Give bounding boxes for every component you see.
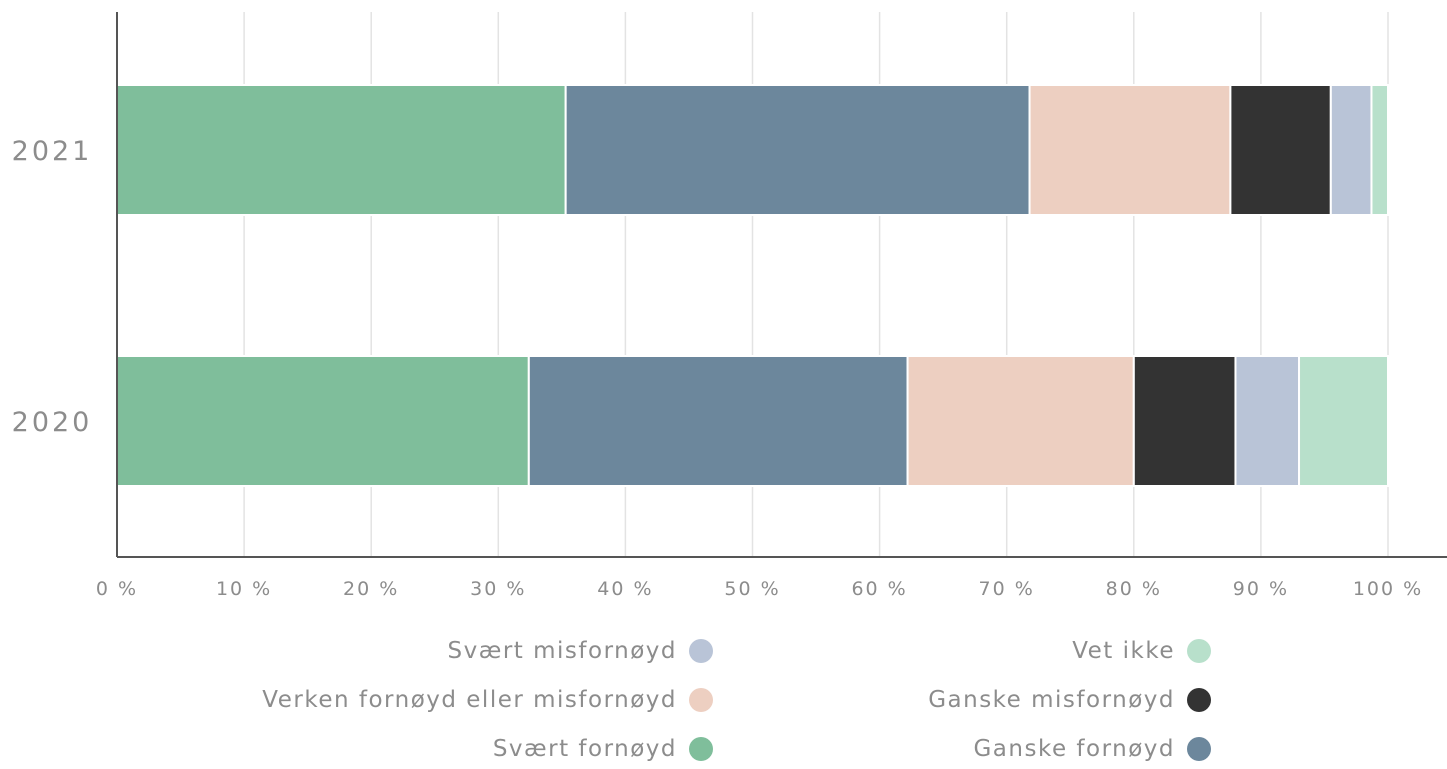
- legend-dot: [689, 688, 713, 712]
- category-label: 2021: [12, 136, 93, 167]
- legend-item-ganske-fornoyd[interactable]: Ganske fornøyd: [973, 729, 1211, 769]
- bar-segment: [117, 356, 529, 486]
- x-tick-label: 30 %: [470, 578, 526, 600]
- x-tick-label: 20 %: [343, 578, 399, 600]
- legend-dot: [1187, 737, 1211, 761]
- category-label: 2020: [12, 407, 93, 438]
- legend-label: Ganske misfornøyd: [928, 687, 1175, 713]
- legend-label: Svært misfornøyd: [448, 638, 677, 664]
- x-tick-label: 50 %: [724, 578, 780, 600]
- x-tick-label: 80 %: [1106, 578, 1162, 600]
- legend: Svært misfornøyd Vet ikke Verken fornøyd…: [0, 628, 1447, 764]
- bar-segment: [529, 356, 908, 486]
- x-tick-label: 40 %: [597, 578, 653, 600]
- legend-item-svaert-misfornoyd[interactable]: Svært misfornøyd: [448, 631, 713, 671]
- legend-dot: [1187, 688, 1211, 712]
- x-tick-label: 10 %: [216, 578, 272, 600]
- x-tick-label: 0 %: [96, 578, 138, 600]
- bar-segment: [1235, 356, 1299, 486]
- legend-item-svaert-fornoyd[interactable]: Svært fornøyd: [493, 729, 713, 769]
- bar-segment: [1331, 85, 1372, 215]
- bar-segment: [1371, 85, 1388, 215]
- legend-dot: [1187, 639, 1211, 663]
- bar-segment: [117, 85, 566, 215]
- stacked-bar-chart: 0 % 10 % 20 % 30 % 40 % 50 % 60 % 70 % 80 % 90 % 1…: [0, 0, 1447, 625]
- legend-item-vet-ikke[interactable]: Vet ikke: [1072, 631, 1211, 671]
- legend-label: Vet ikke: [1072, 638, 1175, 664]
- x-tick-label: 90 %: [1233, 578, 1289, 600]
- legend-item-verken[interactable]: Verken fornøyd eller misfornøyd: [262, 680, 713, 720]
- legend-dot: [689, 639, 713, 663]
- x-tick-labels: 0 % 10 % 20 % 30 % 40 % 50 % 60 % 70 % 80 % 90 % 1…: [96, 578, 1423, 600]
- legend-item-ganske-misfornoyd[interactable]: Ganske misfornøyd: [928, 680, 1211, 720]
- bar-segment: [566, 85, 1030, 215]
- legend-label: Ganske fornøyd: [973, 736, 1175, 762]
- category-labels: 2021 2020: [12, 136, 93, 438]
- bar-segment: [1230, 85, 1330, 215]
- x-tick-label: 60 %: [851, 578, 907, 600]
- legend-label: Verken fornøyd eller misfornøyd: [262, 687, 677, 713]
- x-tick-label: 70 %: [979, 578, 1035, 600]
- bar-segment: [1134, 356, 1236, 486]
- bar-segment: [1299, 356, 1388, 486]
- bar-segment: [1030, 85, 1231, 215]
- bar-segment: [908, 356, 1134, 486]
- x-tick-label: 100 %: [1353, 578, 1423, 600]
- legend-label: Svært fornøyd: [493, 736, 677, 762]
- legend-dot: [689, 737, 713, 761]
